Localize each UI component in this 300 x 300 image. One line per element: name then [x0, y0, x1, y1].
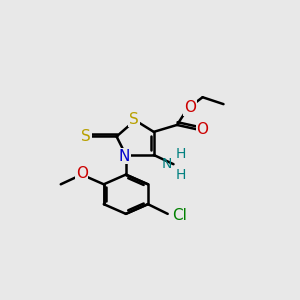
Text: S: S — [129, 112, 139, 127]
Text: O: O — [76, 166, 88, 181]
Text: S: S — [81, 129, 91, 144]
Text: O: O — [196, 122, 208, 137]
Text: O: O — [184, 100, 196, 115]
Text: H: H — [176, 147, 186, 161]
Text: N: N — [119, 148, 130, 164]
Text: Cl: Cl — [172, 208, 187, 223]
Text: N: N — [162, 157, 172, 171]
Text: H: H — [176, 168, 186, 182]
